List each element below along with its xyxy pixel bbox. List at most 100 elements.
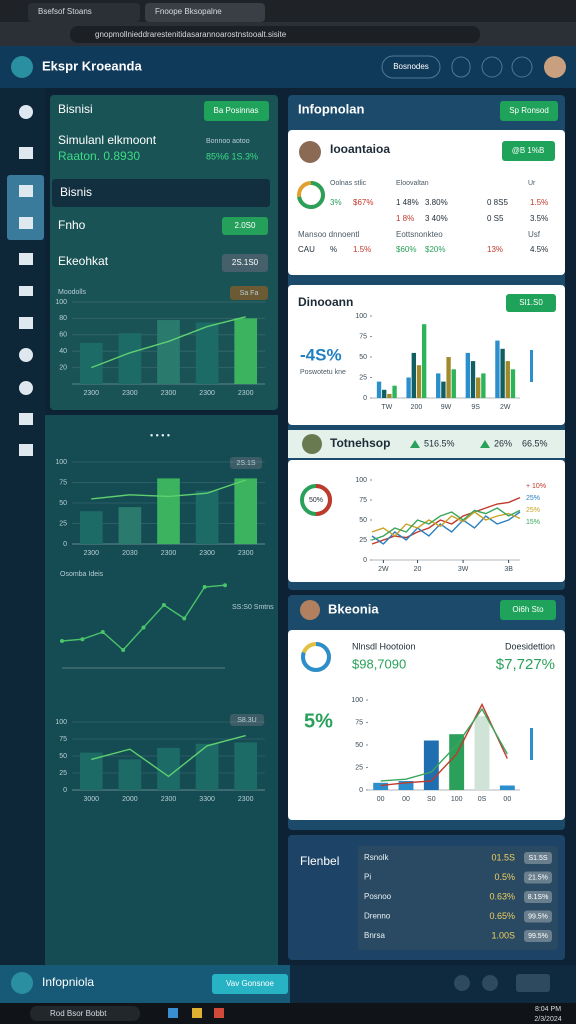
table-cell: $20% — [425, 245, 445, 254]
bar — [481, 373, 486, 398]
table-cell: 3 40% — [425, 214, 448, 223]
row-button[interactable] — [222, 217, 268, 235]
list-pill-label: 21.5% — [528, 874, 548, 881]
list: Rsnolk 01.5S S1.5S Pi 0.5% 21.5% Posnoo 0.63% 8.… — [364, 852, 552, 942]
y-tick-label: 25 — [59, 770, 67, 777]
panel-button[interactable] — [204, 101, 269, 121]
row-label: Ekeohkat — [58, 254, 109, 268]
card-title: Iooantaioa — [330, 142, 390, 156]
clock: 8:04 PM — [535, 1006, 561, 1013]
list-pill[interactable] — [524, 871, 552, 884]
section-bar[interactable] — [52, 179, 270, 207]
x-tick-label: 0S — [478, 796, 487, 803]
subtitle: Simulanl elkmoont — [58, 133, 157, 147]
y-tick-label: 0 — [63, 541, 67, 548]
list-pill[interactable] — [524, 910, 552, 923]
x-tick-label: 2030 — [122, 550, 138, 557]
taskbar-icon[interactable] — [168, 1008, 178, 1018]
taskbar-icon[interactable] — [214, 1008, 224, 1018]
y-tick-label: 75 — [59, 479, 67, 486]
search-box[interactable] — [30, 1006, 140, 1021]
card-button[interactable] — [502, 141, 555, 161]
tab[interactable] — [145, 3, 265, 22]
y-tick-label: 25 — [59, 520, 67, 527]
footer-button-label: Vav Gonsnoe — [226, 979, 274, 988]
nav-icon[interactable] — [19, 253, 33, 265]
icon-button[interactable] — [511, 56, 533, 78]
y-tick-label: 50 — [359, 517, 367, 524]
icon-button[interactable] — [481, 56, 503, 78]
nav-icon[interactable] — [19, 217, 33, 229]
table-cell: $67% — [353, 198, 373, 207]
nav-icon[interactable] — [19, 381, 33, 395]
bar — [510, 369, 516, 398]
avatar[interactable] — [544, 56, 566, 78]
panel-button[interactable] — [500, 101, 558, 121]
bar — [446, 357, 451, 398]
card-button[interactable] — [506, 294, 556, 312]
bar — [79, 752, 103, 790]
tab[interactable] — [28, 3, 140, 22]
table-cell: 3.5% — [530, 214, 548, 223]
card-button-label: Sl1.S0 — [519, 298, 543, 307]
list-pill[interactable] — [524, 930, 552, 942]
bar — [387, 393, 392, 398]
bar — [376, 381, 382, 398]
header-button[interactable] — [381, 55, 441, 79]
chart-label: Moodolls — [58, 289, 87, 296]
y-tick-label: 25 — [359, 537, 367, 544]
bar — [470, 361, 476, 398]
table-cell: 1 8% — [396, 214, 414, 223]
nav-icon[interactable] — [19, 147, 33, 159]
bar — [79, 343, 103, 384]
bar — [398, 781, 414, 790]
taskbar-icon[interactable] — [192, 1008, 202, 1018]
y-tick-label: 50 — [59, 500, 67, 507]
y-tick-label: 20 — [59, 364, 67, 371]
bar — [392, 385, 397, 398]
footer-button[interactable] — [212, 974, 288, 994]
url-field[interactable] — [70, 26, 480, 43]
nav-icon[interactable] — [19, 444, 33, 456]
up-arrow — [480, 440, 490, 448]
nav-icon[interactable] — [19, 185, 33, 197]
bar — [441, 381, 446, 398]
section-title: Bisnis — [60, 185, 92, 199]
bar — [476, 377, 481, 398]
icon-button[interactable] — [451, 56, 471, 78]
table-header: Eloovaltan — [396, 180, 429, 187]
y-tick-label: 50 — [59, 753, 67, 760]
avatar — [299, 141, 321, 163]
nav-icon[interactable] — [19, 317, 33, 329]
panel-button[interactable] — [500, 600, 556, 620]
nav-icon[interactable] — [19, 286, 33, 296]
x-tick-label: 2W — [500, 404, 511, 411]
marker — [182, 616, 187, 621]
side-marker — [530, 728, 533, 760]
nav-icon[interactable] — [19, 105, 33, 119]
icon[interactable] — [482, 975, 498, 991]
table-cell: Mansoo dnnoentl — [298, 230, 360, 239]
marker — [223, 583, 227, 588]
side-marker — [530, 350, 533, 382]
header-button-label: Bosnodes — [393, 62, 429, 71]
chart-note: SS:S0 Smtns — [232, 604, 274, 611]
nav-icon[interactable] — [19, 413, 33, 425]
line — [371, 511, 521, 537]
icon[interactable] — [454, 975, 470, 991]
icon[interactable] — [516, 974, 550, 992]
strip — [288, 430, 565, 458]
y-tick-label: 75 — [59, 736, 67, 743]
logo — [11, 972, 33, 994]
row-pill-label: 2S.1S0 — [232, 258, 259, 267]
strip-value: 26% — [494, 438, 512, 448]
bar — [505, 361, 510, 398]
table-cell: 0 8S5 — [487, 198, 508, 207]
y-tick-label: 50 — [359, 354, 367, 361]
nav-icon[interactable] — [19, 348, 33, 362]
list-pill[interactable] — [524, 891, 552, 903]
y-tick-label: 75 — [359, 497, 367, 504]
list-pill[interactable] — [524, 852, 552, 864]
x-tick-label: 2300 — [199, 390, 215, 397]
marker — [100, 630, 105, 634]
